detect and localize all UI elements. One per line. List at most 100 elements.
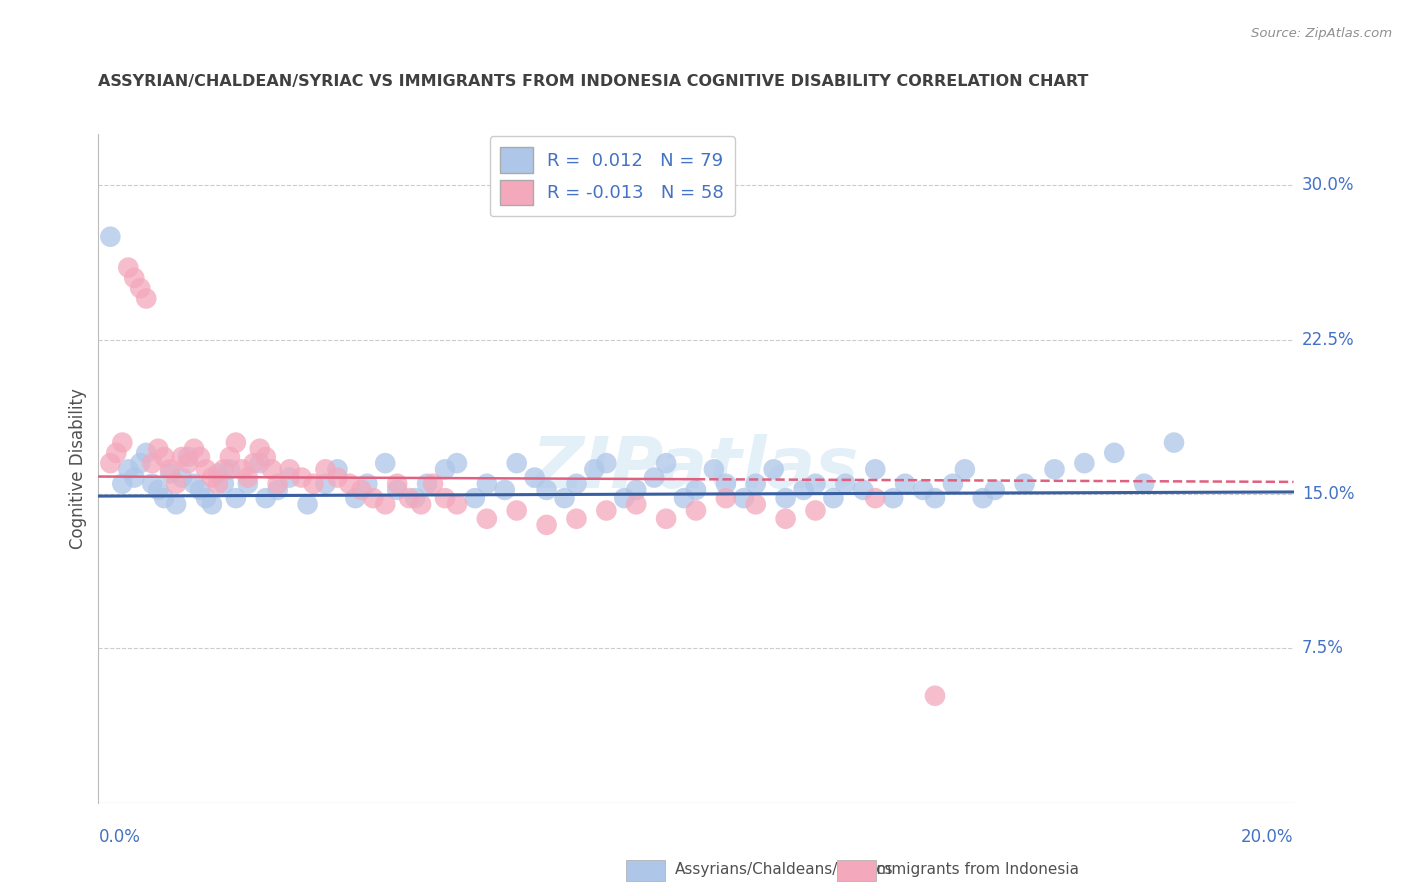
Point <box>111 435 134 450</box>
Legend: R =  0.012   N = 79, R = -0.013   N = 58: R = 0.012 N = 79, R = -0.013 N = 58 <box>489 136 735 216</box>
Y-axis label: Cognitive Disability: Cognitive Disability <box>69 388 87 549</box>
Point <box>243 456 266 470</box>
Point <box>159 467 181 481</box>
Point <box>924 491 946 505</box>
Point <box>153 491 176 505</box>
Point <box>207 476 229 491</box>
Point <box>942 476 965 491</box>
Point <box>350 483 373 497</box>
Point <box>583 462 606 476</box>
Point <box>374 497 396 511</box>
Point <box>225 435 247 450</box>
Point <box>278 470 301 484</box>
Point <box>315 476 337 491</box>
Point <box>434 491 457 505</box>
Point <box>1163 435 1185 450</box>
Point <box>762 462 785 476</box>
Point <box>254 450 277 464</box>
Point <box>1104 446 1126 460</box>
Point <box>254 491 277 505</box>
Point <box>183 476 205 491</box>
Point <box>655 456 678 470</box>
Point <box>865 462 887 476</box>
Point <box>278 462 301 476</box>
Point <box>385 476 409 491</box>
Point <box>911 483 934 497</box>
Point <box>141 456 163 470</box>
Point <box>141 476 163 491</box>
Point <box>775 491 797 505</box>
Point <box>464 491 486 505</box>
Point <box>924 689 946 703</box>
Point <box>339 476 360 491</box>
Point <box>363 491 385 505</box>
Point <box>953 462 976 476</box>
Text: Assyrians/Chaldeans/Syriacs: Assyrians/Chaldeans/Syriacs <box>675 863 893 877</box>
Point <box>297 497 319 511</box>
Point <box>290 470 312 484</box>
Point <box>655 512 678 526</box>
Point <box>422 476 444 491</box>
Point <box>565 512 588 526</box>
Point <box>804 476 827 491</box>
Text: 0.0%: 0.0% <box>98 828 141 846</box>
Point <box>434 462 457 476</box>
Point <box>685 503 707 517</box>
Point <box>188 483 211 497</box>
Point <box>1073 456 1095 470</box>
Point <box>446 456 468 470</box>
Point <box>302 476 325 491</box>
Point <box>523 470 546 484</box>
Point <box>506 503 529 517</box>
Point <box>177 456 200 470</box>
Text: 22.5%: 22.5% <box>1302 331 1354 349</box>
Point <box>267 483 290 497</box>
Point <box>643 470 665 484</box>
Text: 15.0%: 15.0% <box>1302 485 1354 503</box>
Point <box>385 483 409 497</box>
Point <box>194 491 218 505</box>
Point <box>703 462 725 476</box>
Point <box>804 503 827 517</box>
Point <box>536 517 558 532</box>
Point <box>775 512 797 526</box>
Point <box>212 476 235 491</box>
Point <box>105 446 128 460</box>
Point <box>260 462 283 476</box>
Point <box>212 462 235 476</box>
Point <box>595 456 617 470</box>
Point <box>129 281 152 295</box>
Point <box>446 497 468 511</box>
Point <box>98 456 122 470</box>
Point <box>865 491 887 505</box>
Point <box>207 467 229 481</box>
Point <box>231 462 253 476</box>
Point <box>326 462 349 476</box>
Point <box>148 442 170 456</box>
Point <box>172 470 194 484</box>
Point <box>972 491 994 505</box>
Point <box>834 476 856 491</box>
Point <box>267 476 290 491</box>
Point <box>165 476 187 491</box>
Point <box>153 450 176 464</box>
Point <box>745 476 768 491</box>
Point <box>117 260 139 275</box>
Point <box>685 483 707 497</box>
Point <box>714 491 737 505</box>
Point <box>882 491 904 505</box>
Point <box>983 483 1005 497</box>
Point <box>554 491 576 505</box>
Text: 7.5%: 7.5% <box>1302 640 1344 657</box>
Point <box>793 483 815 497</box>
Text: 20.0%: 20.0% <box>1241 828 1294 846</box>
Point <box>565 476 588 491</box>
Point <box>135 292 157 306</box>
Point <box>124 470 146 484</box>
Point <box>165 497 187 511</box>
Point <box>404 491 426 505</box>
Point <box>135 446 157 460</box>
Point <box>326 470 349 484</box>
Point <box>673 491 696 505</box>
Point <box>356 476 378 491</box>
